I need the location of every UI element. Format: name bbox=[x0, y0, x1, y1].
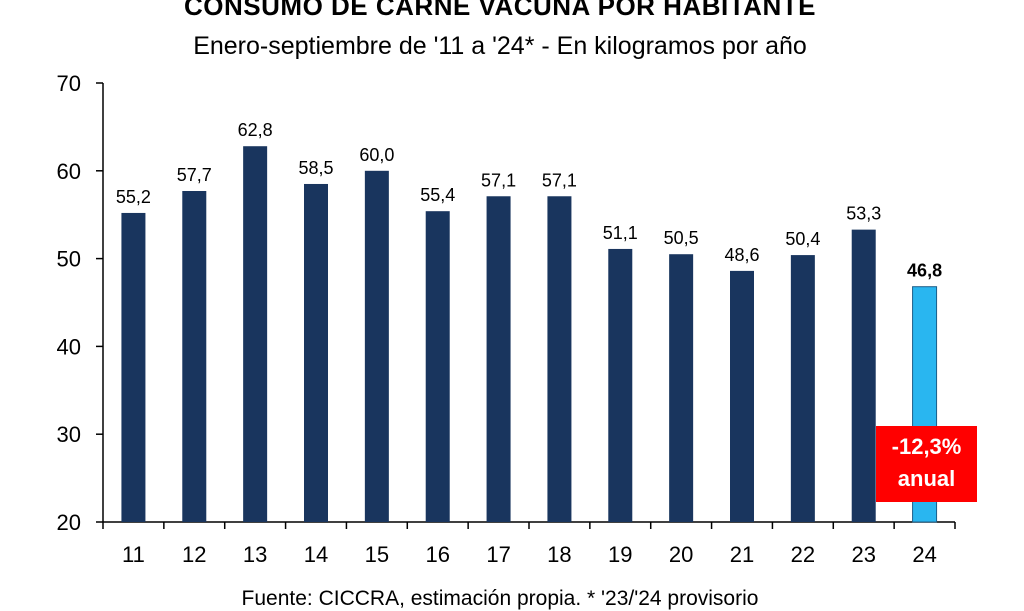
source-note: Fuente: CICCRA, estimación propia. * '23… bbox=[241, 587, 759, 610]
annual-change-value: -12,3% bbox=[891, 434, 962, 459]
y-tick-label: 30 bbox=[57, 422, 81, 447]
data-label: 50,4 bbox=[785, 229, 820, 249]
x-tick-label: 20 bbox=[669, 542, 693, 567]
bar bbox=[182, 190, 207, 522]
bar bbox=[364, 170, 389, 523]
y-tick-label: 50 bbox=[57, 247, 81, 272]
annual-change-badge: -12,3% anual bbox=[876, 426, 977, 502]
y-tick-label: 40 bbox=[57, 334, 81, 359]
x-tick-label: 19 bbox=[608, 542, 632, 567]
data-label: 57,7 bbox=[177, 165, 212, 185]
chart-title: CONSUMO DE CARNE VACUNA POR HABITANTE bbox=[184, 0, 816, 21]
data-label: 51,1 bbox=[603, 223, 638, 243]
x-tick-label: 22 bbox=[791, 542, 815, 567]
bar bbox=[121, 212, 146, 522]
x-tick-label: 14 bbox=[304, 542, 328, 567]
data-label: 46,8 bbox=[907, 261, 942, 281]
x-tick-label: 15 bbox=[365, 542, 389, 567]
bar bbox=[243, 146, 268, 522]
y-tick-label: 20 bbox=[57, 510, 81, 535]
data-label: 57,1 bbox=[542, 170, 577, 190]
data-label: 50,5 bbox=[664, 228, 699, 248]
x-tick-label: 24 bbox=[912, 542, 936, 567]
x-tick-label: 18 bbox=[547, 542, 571, 567]
x-tick-label: 11 bbox=[122, 542, 145, 567]
data-label: 58,5 bbox=[298, 158, 333, 178]
bar bbox=[790, 255, 815, 522]
x-tick-label: 21 bbox=[730, 542, 754, 567]
data-label: 60,0 bbox=[359, 145, 394, 165]
bar bbox=[304, 183, 328, 522]
annual-change-label: anual bbox=[897, 466, 956, 491]
bar bbox=[486, 196, 511, 522]
data-label: 55,4 bbox=[420, 185, 455, 205]
chart-subtitle: Enero-septiembre de '11 a '24* - En kilo… bbox=[193, 32, 807, 60]
x-tick-label: 23 bbox=[851, 542, 875, 567]
data-label: 53,3 bbox=[846, 204, 881, 224]
y-tick-label: 70 bbox=[57, 71, 81, 96]
bar bbox=[425, 211, 450, 523]
bar bbox=[669, 254, 694, 522]
data-label: 55,2 bbox=[116, 187, 151, 207]
x-tick-label: 16 bbox=[425, 542, 449, 567]
x-tick-label: 13 bbox=[243, 542, 267, 567]
bar bbox=[851, 229, 876, 522]
data-label: 62,8 bbox=[238, 120, 273, 140]
x-tick-label: 12 bbox=[182, 542, 206, 567]
y-tick-label: 60 bbox=[57, 159, 81, 184]
bar bbox=[547, 196, 572, 522]
bar bbox=[608, 248, 633, 522]
x-tick-label: 17 bbox=[486, 542, 510, 567]
data-label: 57,1 bbox=[481, 170, 516, 190]
data-label: 48,6 bbox=[724, 245, 759, 265]
bar bbox=[730, 270, 754, 522]
